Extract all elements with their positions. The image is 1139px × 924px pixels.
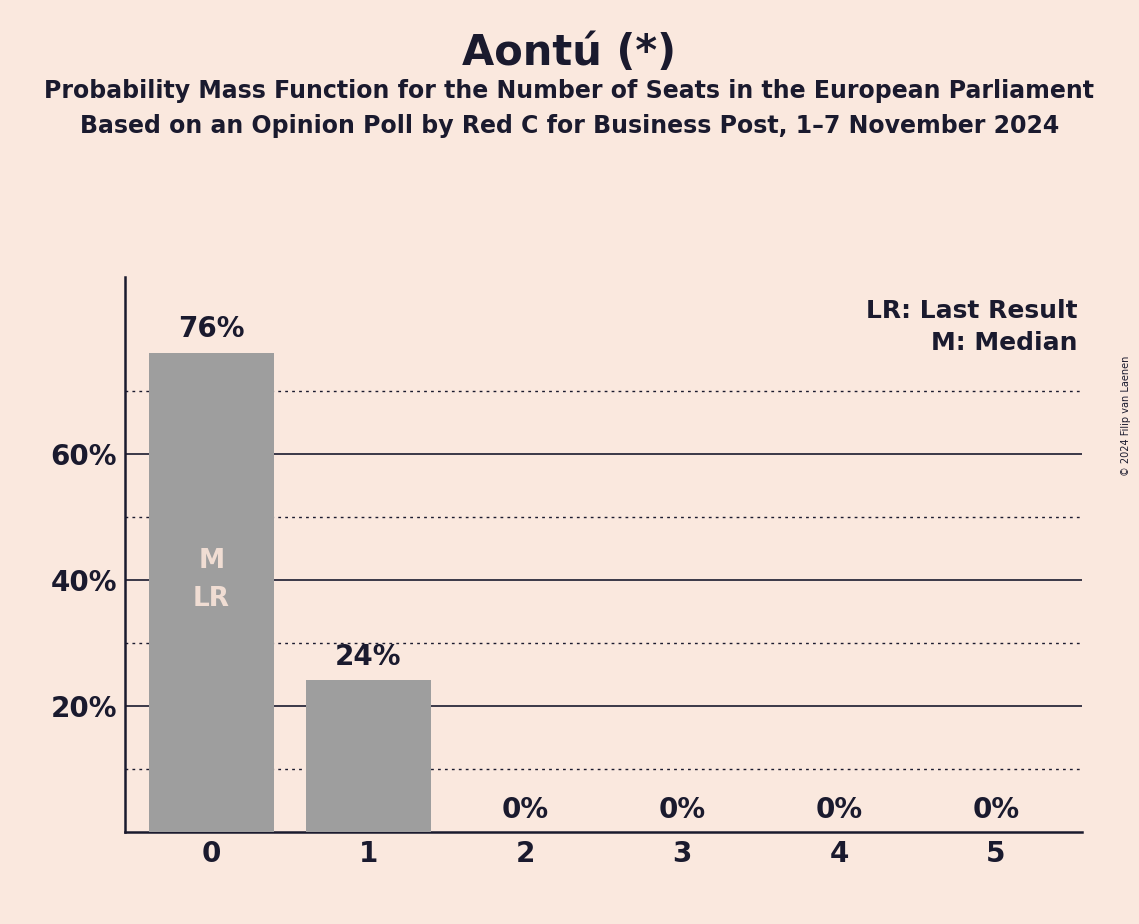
Text: LR: Last Result: LR: Last Result bbox=[866, 299, 1077, 323]
Text: 0%: 0% bbox=[973, 796, 1019, 824]
Text: Aontú (*): Aontú (*) bbox=[462, 32, 677, 74]
Bar bbox=[305, 680, 432, 832]
Text: M: Median: M: Median bbox=[931, 331, 1077, 355]
Text: Based on an Opinion Poll by Red C for Business Post, 1–7 November 2024: Based on an Opinion Poll by Red C for Bu… bbox=[80, 114, 1059, 138]
Text: © 2024 Filip van Laenen: © 2024 Filip van Laenen bbox=[1121, 356, 1131, 476]
Bar bbox=[149, 353, 274, 832]
Text: M
LR: M LR bbox=[192, 548, 230, 612]
Text: 0%: 0% bbox=[658, 796, 706, 824]
Text: 0%: 0% bbox=[816, 796, 862, 824]
Text: Probability Mass Function for the Number of Seats in the European Parliament: Probability Mass Function for the Number… bbox=[44, 79, 1095, 103]
Text: 76%: 76% bbox=[179, 315, 245, 344]
Text: 24%: 24% bbox=[335, 643, 402, 671]
Text: 0%: 0% bbox=[501, 796, 549, 824]
